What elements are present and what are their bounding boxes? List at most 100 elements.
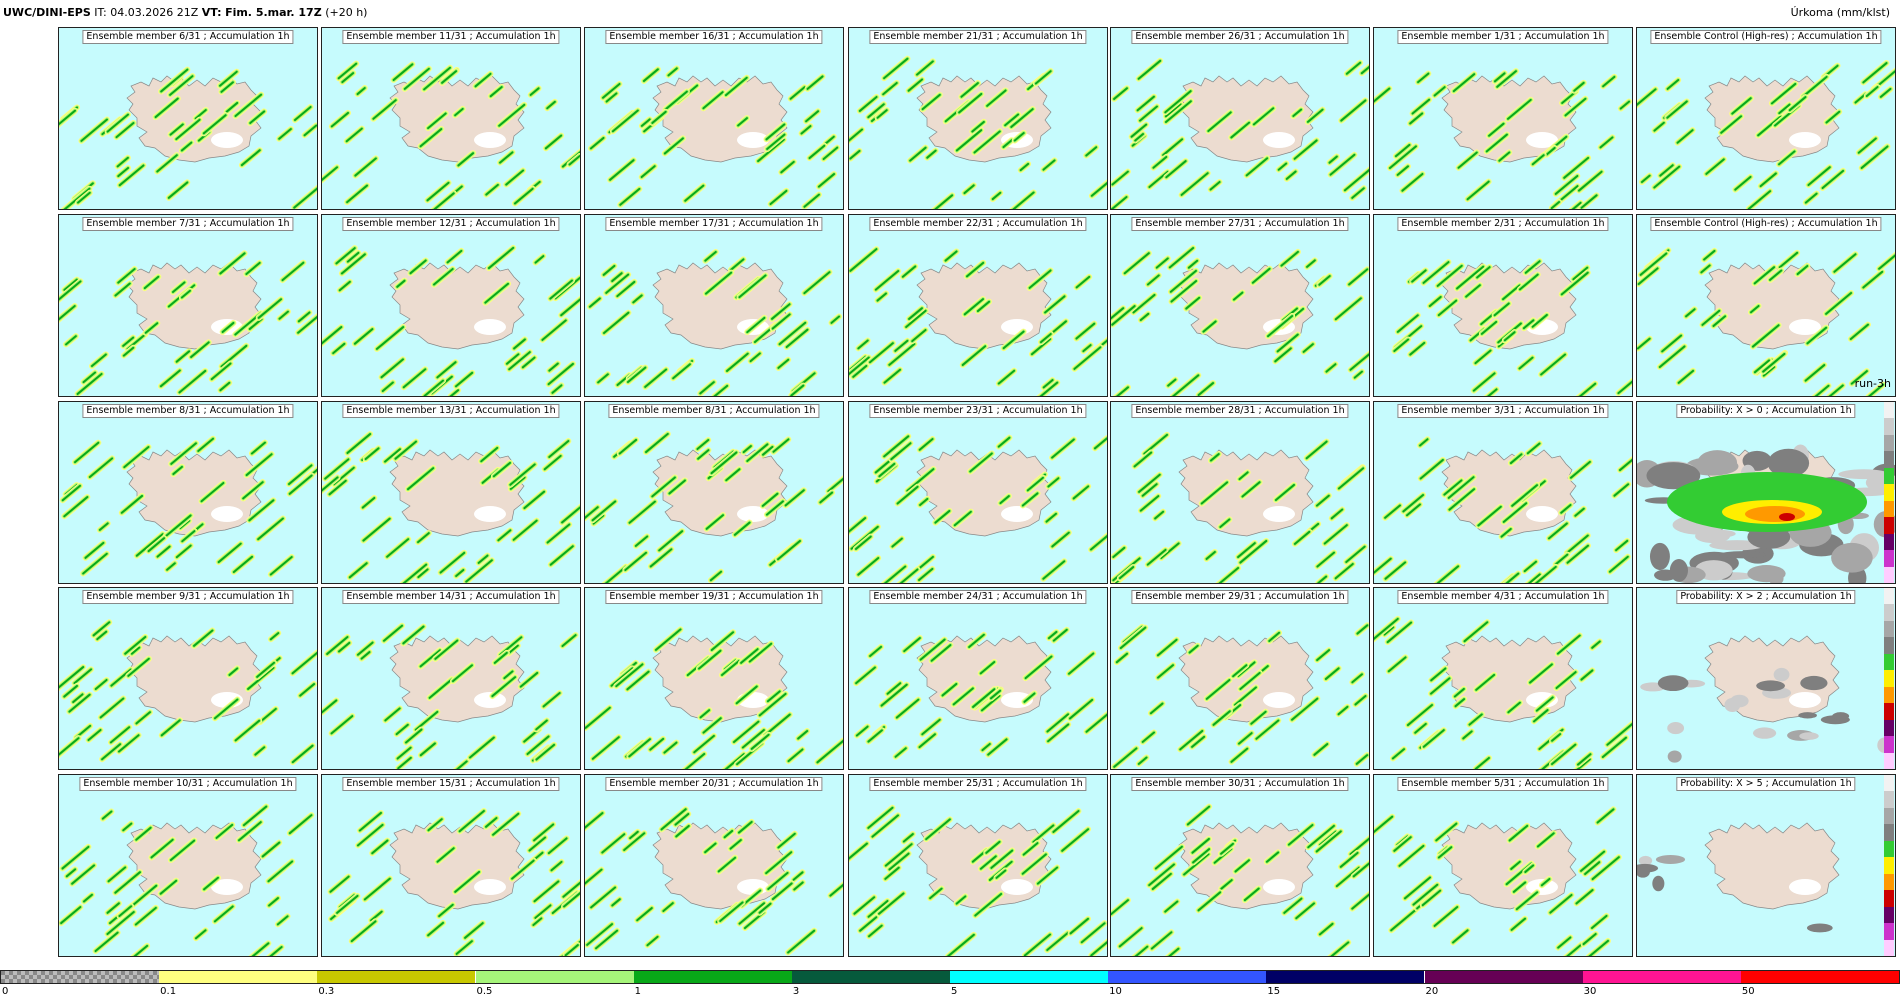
precip-cell: [72, 693, 84, 704]
precip-cell: [1051, 438, 1075, 459]
precip-cell: [1036, 866, 1059, 885]
precip-cell: [1164, 100, 1192, 123]
precip-cell: [220, 81, 234, 93]
probability-area: [1655, 855, 1686, 864]
precip-cell: [1348, 268, 1369, 286]
precip-cell: [1237, 661, 1256, 677]
precip-cell: [916, 60, 934, 76]
precip-cell: [1584, 861, 1601, 875]
precip-cell: [729, 839, 742, 850]
precip-cell: [160, 68, 189, 93]
precip-cell: [857, 339, 869, 350]
precip-cell: [830, 315, 841, 324]
precip-cell: [603, 311, 630, 335]
precip-cell: [1502, 284, 1521, 301]
precip-cell: [934, 509, 951, 524]
probability-area: [1800, 675, 1828, 691]
precip-cell: [329, 875, 350, 893]
map-canvas: [1111, 588, 1369, 769]
precip-cell: [1090, 534, 1107, 551]
precip-cell: [1391, 748, 1406, 760]
precip-cell: [449, 389, 460, 396]
precip-cell: [766, 690, 781, 703]
precip-cell: [1334, 562, 1354, 580]
precip-cell: [542, 692, 561, 708]
precip-cell: [533, 880, 560, 903]
precip-cell: [546, 100, 556, 110]
precip-cell: [1463, 621, 1489, 643]
precip-cell: [1343, 168, 1369, 192]
precip-cell: [980, 694, 1001, 712]
precip-cell: [1500, 527, 1512, 538]
precip-cell: [505, 169, 525, 186]
precip-cell: [855, 725, 869, 737]
precip-cell: [987, 738, 1008, 756]
precip-cell: [509, 476, 526, 490]
precip-cell: [1540, 877, 1551, 887]
precip-cell: [663, 137, 684, 155]
precip-cell: [1030, 338, 1052, 356]
precip-cell: [291, 651, 317, 675]
precip-cell: [489, 86, 503, 98]
precip-cell: [1462, 730, 1473, 740]
precip-cell: [668, 479, 686, 495]
probability-area: [1756, 680, 1785, 692]
precip-cell: [353, 328, 374, 345]
map-panel: Ensemble Control (High-res) ; Accumulati…: [1636, 27, 1896, 210]
map-canvas: [585, 28, 843, 209]
panel-title: Ensemble member 16/31 ; Accumulation 1h: [605, 30, 823, 44]
precip-cell: [1615, 539, 1629, 552]
precip-cell: [664, 90, 688, 111]
precip-cell: [1396, 165, 1409, 176]
precip-cell: [1051, 531, 1070, 548]
precip-cell: [974, 892, 1003, 917]
precip-cell: [1023, 933, 1052, 956]
precip-cell: [965, 261, 985, 278]
precip-cell: [894, 339, 909, 352]
precip-cell: [769, 189, 788, 206]
precip-cell: [1349, 837, 1369, 856]
probability-swatch: [1884, 824, 1894, 841]
precip-cell: [721, 659, 740, 677]
panel-title: Ensemble member 5/31 ; Accumulation 1h: [1397, 777, 1609, 791]
precip-cell: [586, 923, 614, 946]
map-panel: Ensemble member 9/31 ; Accumulation 1h: [58, 587, 318, 770]
it-value: 04.03.2026 21Z: [110, 6, 199, 19]
precip-cell: [457, 152, 475, 167]
precip-cell: [651, 110, 667, 124]
precip-cell: [1119, 626, 1147, 649]
colorbar-swatch: [633, 971, 792, 983]
glacier: [474, 506, 506, 522]
precip-cell: [1409, 112, 1424, 125]
glacier: [211, 879, 243, 895]
precip-cell: [1850, 370, 1868, 385]
precip-cell: [604, 565, 627, 583]
precip-cell: [190, 341, 210, 359]
precip-cell: [1280, 250, 1299, 267]
precip-cell: [1508, 824, 1529, 842]
panel-title: Ensemble member 27/31 ; Accumulation 1h: [1131, 217, 1349, 231]
precip-cell: [1028, 269, 1052, 289]
precip-cell: [955, 895, 967, 905]
precip-cell: [396, 746, 412, 760]
panel-title: Ensemble member 2/31 ; Accumulation 1h: [1397, 217, 1609, 231]
precip-cell: [1157, 664, 1175, 679]
precip-cell: [1111, 899, 1129, 916]
precip-cell: [952, 687, 974, 706]
precip-cell: [1545, 146, 1556, 156]
panel-title: Ensemble member 11/31 ; Accumulation 1h: [342, 30, 560, 44]
precip-cell: [1637, 267, 1659, 286]
precip-cell: [1219, 518, 1231, 528]
precip-cell: [1549, 893, 1573, 914]
vt-value: Fim. 5.mar. 17Z: [225, 6, 322, 19]
precip-cell: [1164, 103, 1182, 118]
precip-cell: [362, 517, 391, 542]
probability-area: [1831, 542, 1873, 573]
precip-cell: [242, 805, 268, 827]
precip-cell: [979, 855, 997, 870]
panel-title: Ensemble member 1/31 ; Accumulation 1h: [1397, 30, 1609, 44]
precip-cell: [1700, 264, 1711, 274]
precip-cell: [963, 298, 985, 316]
precip-cell: [297, 311, 311, 323]
precip-cell: [1563, 156, 1590, 179]
